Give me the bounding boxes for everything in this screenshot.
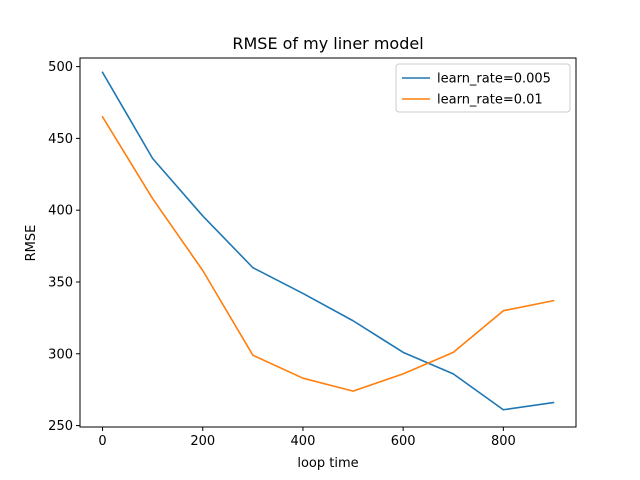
x-axis-label: loop time: [297, 456, 358, 471]
legend: learn_rate=0.005 learn_rate=0.01: [395, 63, 571, 113]
legend-label-2: learn_rate=0.01: [437, 93, 543, 108]
plot-frame: [79, 57, 577, 428]
chart-title: RMSE of my liner model: [232, 34, 423, 53]
y-axis-ticks: 250 300 350 400 450 500: [48, 60, 80, 434]
x-tick-label: 600: [391, 434, 416, 449]
x-tick-label: 400: [291, 434, 316, 449]
x-tick-label: 0: [98, 434, 106, 449]
y-tick-label: 350: [48, 275, 73, 290]
y-tick-label: 500: [48, 60, 73, 75]
legend-label-1: learn_rate=0.005: [437, 72, 551, 87]
x-axis-ticks: 0 200 400 600 800: [98, 427, 516, 449]
legend-box: [395, 63, 571, 113]
y-tick-label: 450: [48, 132, 73, 147]
plot-lines: [101, 71, 555, 411]
y-axis-label: RMSE: [24, 225, 39, 262]
x-tick-label: 200: [190, 434, 215, 449]
y-tick-label: 300: [48, 347, 73, 362]
series-line-1: [101, 71, 555, 411]
y-tick-label: 250: [48, 419, 73, 434]
y-tick-label: 400: [48, 204, 73, 219]
series-line-2: [101, 115, 555, 392]
x-tick-label: 800: [491, 434, 516, 449]
